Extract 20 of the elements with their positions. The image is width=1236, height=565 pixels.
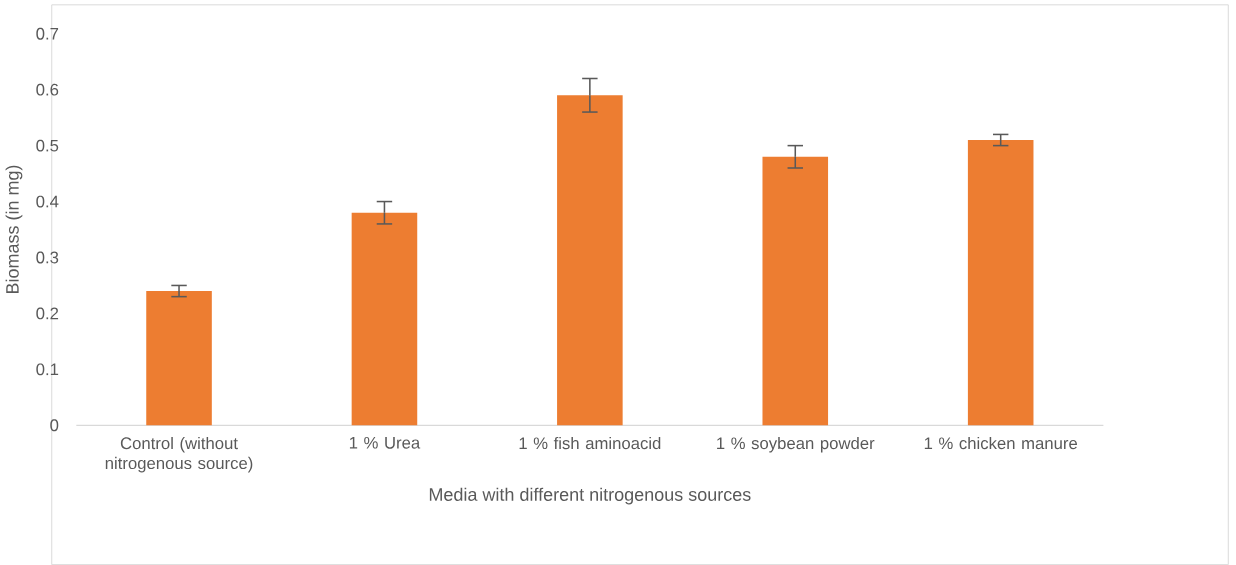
y-tick-label: 0.4	[36, 195, 59, 208]
y-tick-label: 0.7	[36, 27, 59, 40]
y-tick-label: 0.6	[36, 83, 59, 96]
y-tick-label: 0.5	[36, 139, 59, 152]
x-tick-label: 1 % Urea	[349, 436, 421, 449]
x-tick-label: 1 % chicken manure	[924, 436, 1078, 450]
bar	[351, 212, 418, 426]
y-tick-label: 0.3	[36, 251, 59, 264]
y-tick-label: 0.2	[36, 307, 59, 320]
y-tick-label: 0.1	[36, 363, 59, 376]
bar	[762, 156, 829, 426]
x-axis-title: Media with different nitrogenous sources	[429, 487, 751, 505]
bar	[146, 290, 212, 426]
x-tick-label: 1 % fish aminoacid	[519, 436, 661, 450]
x-tick-label: 1 % soybean powder	[717, 436, 875, 453]
x-tick-label: Control (without nitrogenous source)	[105, 436, 253, 473]
y-tick-label: 0	[50, 419, 59, 432]
bar	[557, 95, 623, 426]
bar	[967, 139, 1034, 426]
y-axis-title: Biomass (in mg)	[5, 165, 23, 294]
